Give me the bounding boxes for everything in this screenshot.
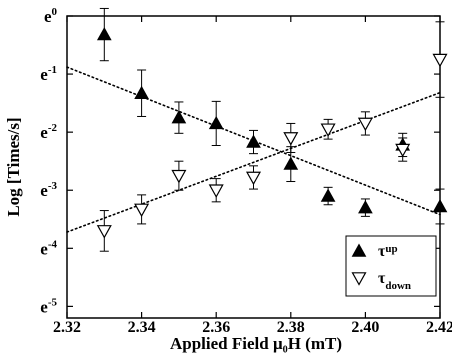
- data-point-down: [96, 225, 112, 239]
- data-point-down: [208, 184, 224, 198]
- data-point-up: [246, 134, 261, 148]
- y-tick-label: e-3: [40, 180, 57, 200]
- y-axis-label: Log [Times/s]: [4, 117, 23, 216]
- data-point-down: [171, 169, 187, 184]
- data-point-up: [208, 115, 224, 130]
- legend-marker-up: [351, 243, 367, 257]
- legend-label-up: τup: [378, 243, 398, 260]
- series-down: [96, 21, 448, 252]
- data-point-down: [245, 171, 262, 186]
- x-tick-label: 2.40: [351, 319, 379, 336]
- x-tick-label: 2.34: [128, 319, 156, 336]
- y-tick-label: e-5: [40, 296, 57, 316]
- fit-line: [66, 66, 441, 216]
- data-point-up: [96, 27, 112, 41]
- fit-lines: [66, 66, 441, 233]
- x-tick-label: 2.38: [277, 319, 305, 336]
- x-tick-label: 2.42: [426, 319, 452, 336]
- fit-line: [66, 91, 441, 233]
- data-point-up: [320, 188, 336, 202]
- data-point-up: [432, 198, 448, 213]
- data-point-down: [357, 117, 373, 132]
- legend: τup τdown: [345, 235, 437, 297]
- data-series: [96, 7, 448, 252]
- y-tick-label: e-4: [40, 238, 57, 258]
- y-tick-label: e-1: [40, 64, 57, 84]
- data-point-up: [358, 200, 373, 214]
- data-point-down: [283, 132, 299, 146]
- x-tick-label: 2.36: [202, 319, 230, 336]
- series-up: [96, 7, 448, 225]
- data-point-down: [134, 203, 150, 218]
- data-point-up: [134, 85, 149, 99]
- data-point-up: [283, 156, 299, 170]
- plot-frame: [66, 15, 441, 319]
- legend-box: [345, 235, 437, 297]
- axes: 2.32 2.34 2.36 2.38 2.40 2.42 e0 e-1 e-2 e-3 e-4 e-…: [4, 6, 452, 353]
- data-point-down: [432, 53, 448, 68]
- legend-marker-down: [351, 272, 367, 286]
- data-point-up: [171, 110, 187, 124]
- data-point-down: [320, 123, 336, 137]
- legend-label-down: τdown: [378, 270, 411, 292]
- data-point-down: [395, 143, 411, 158]
- x-axis-label: Applied Field μ₀H (mT): [170, 334, 342, 353]
- x-tick-label: 2.32: [53, 319, 81, 336]
- y-tick-label: e-2: [40, 122, 57, 142]
- y-tick-label: e0: [44, 6, 58, 26]
